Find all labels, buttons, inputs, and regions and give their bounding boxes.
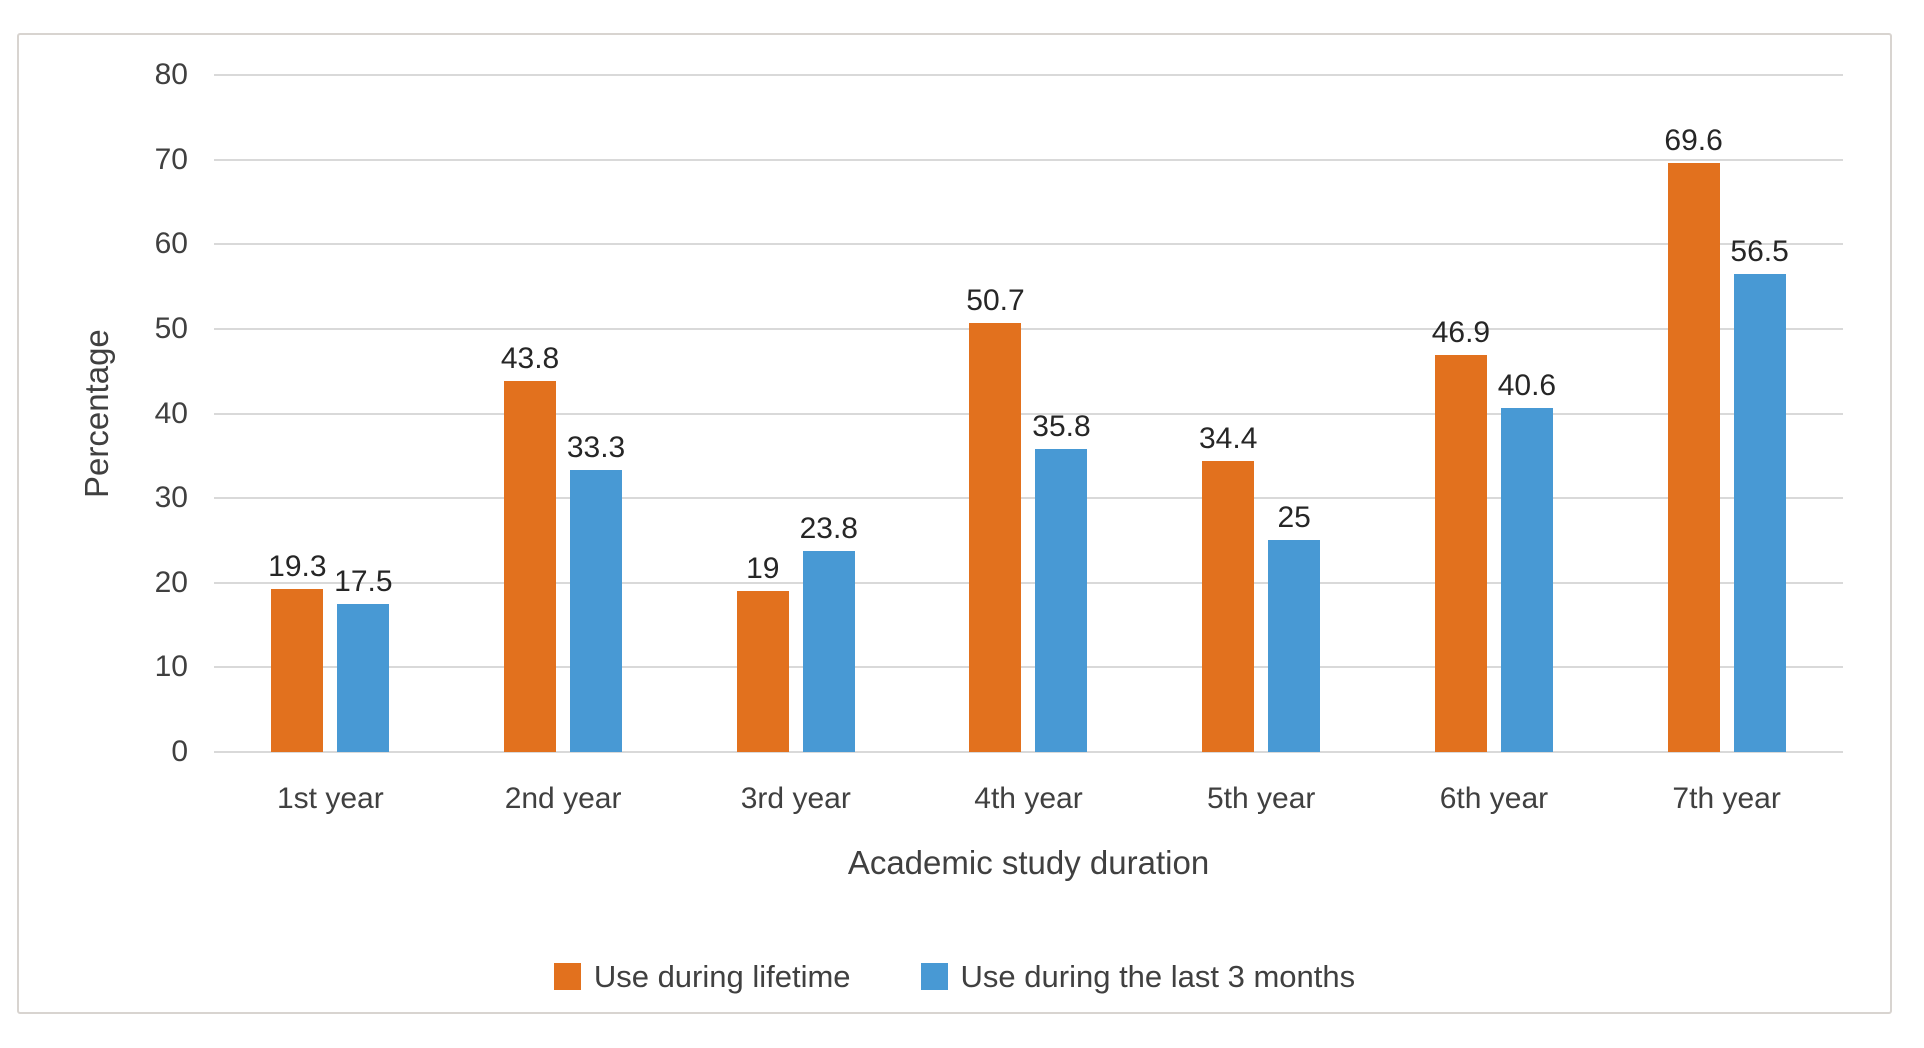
data-label-last-3-months-7th-year: 56.5 [1730, 234, 1789, 268]
bar-last-3-months-6th-year: 40.6 [1498, 371, 1556, 752]
bar-last-3-months-4th-year: 35.8 [1032, 412, 1091, 752]
x-tick-label-1st-year: 1st year [276, 782, 384, 815]
gridline-70 [214, 158, 1843, 161]
data-label-lifetime-7th-year: 69.6 [1664, 124, 1723, 158]
bar-lifetime-5th-year: 34.4 [1199, 423, 1257, 752]
bar-group-6th-year: 46.9 40.6 [1378, 75, 1611, 752]
bar-lifetime-1st-year: 19.3 [268, 551, 327, 752]
bar-lifetime-4th-year: 50.7 [966, 285, 1025, 752]
legend-label-lifetime: Use during lifetime [593, 959, 851, 994]
gridline-10 [214, 666, 1843, 669]
bar-last-3-months-7th-year: 56.5 [1730, 236, 1789, 752]
data-label-lifetime-6th-year: 46.9 [1431, 316, 1491, 350]
x-tick-label-7th-year: 7th year [1672, 782, 1781, 815]
y-tick-label-80: 80 [154, 58, 188, 91]
legend-swatch-lifetime-icon [553, 963, 581, 990]
data-label-last-3-months-4th-year: 35.8 [1032, 410, 1091, 444]
y-tick-label-0: 0 [171, 735, 188, 768]
data-label-last-3-months-2nd-year: 33.3 [566, 431, 626, 465]
y-axis-title: Percentage [78, 329, 115, 498]
y-tick-label-50: 50 [154, 311, 188, 345]
bar-lifetime-7th-year: 69.6 [1664, 126, 1723, 752]
x-tick-label-2nd-year: 2nd year [504, 782, 622, 815]
gridline-50 [214, 327, 1843, 330]
legend-label-last-3-months: Use during the last 3 months [960, 959, 1356, 994]
y-tick-label-30: 30 [154, 481, 188, 515]
y-tick-label-20: 20 [154, 565, 188, 599]
data-label-lifetime-1st-year: 19.3 [268, 549, 327, 583]
data-label-lifetime-5th-year: 34.4 [1198, 421, 1258, 455]
data-label-lifetime-2nd-year: 43.8 [500, 342, 560, 376]
bar-last-3-months-1st-year: 17.5 [334, 566, 393, 752]
y-tick-label-40: 40 [154, 396, 188, 430]
bar-group-4th-year: 50.7 35.8 [912, 75, 1145, 752]
bar-group-5th-year: 34.4 25 [1145, 75, 1378, 752]
bar-last-3-months-5th-year: 25 [1268, 503, 1321, 752]
x-tick-labels: 1st year 2nd year 3rd year 4th year 5th year… [214, 782, 1843, 816]
bar-lifetime-6th-year: 46.9 [1432, 318, 1490, 752]
bar-lifetime-3rd-year: 19 [736, 554, 789, 752]
gridline-20 [214, 581, 1843, 584]
plot-area: 0 10 20 30 40 50 60 70 80 Percentage 19.3 17.5 43.… [78, 60, 1843, 881]
bar-group-1st-year: 19.3 17.5 [214, 75, 447, 752]
data-label-last-3-months-6th-year: 40.6 [1497, 369, 1557, 403]
y-tick-label-60: 60 [154, 227, 188, 261]
y-tick-label-70: 70 [154, 142, 188, 176]
x-tick-label-3rd-year: 3rd year [740, 782, 851, 815]
x-tick-label-6th-year: 6th year [1439, 782, 1549, 815]
legend-swatch-last-3-months-icon [920, 963, 948, 990]
gridline-30 [214, 497, 1843, 500]
x-axis-title: Academic study duration [847, 844, 1210, 881]
bar-group-7th-year: 69.6 56.5 [1610, 75, 1843, 752]
data-label-last-3-months-1st-year: 17.5 [334, 564, 393, 598]
legend-item-lifetime: Use during lifetime [553, 959, 851, 994]
gridline-40 [214, 412, 1843, 415]
legend-item-last-3-months: Use during the last 3 months [920, 959, 1356, 994]
x-tick-label-4th-year: 4th year [974, 782, 1083, 815]
x-tick-label-5th-year: 5th year [1207, 782, 1316, 815]
bar-group-3rd-year: 19 23.8 [679, 75, 912, 752]
data-label-lifetime-4th-year: 50.7 [966, 283, 1025, 317]
bar-last-3-months-3rd-year: 23.8 [800, 513, 858, 752]
bar-lifetime-2nd-year: 43.8 [501, 344, 559, 752]
gridline-0 [214, 751, 1843, 753]
gridline-80 [214, 74, 1843, 76]
y-tick-label-10: 10 [154, 650, 188, 684]
legend: Use during lifetime Use during the last … [19, 961, 1890, 992]
gridline-60 [214, 243, 1843, 246]
chart-frame: 0 10 20 30 40 50 60 70 80 Percentage 19.3 17.5 43.… [17, 33, 1892, 1014]
data-label-last-3-months-3rd-year: 23.8 [799, 511, 858, 545]
bar-group-2nd-year: 43.8 33.3 [447, 75, 680, 752]
data-label-lifetime-3rd-year: 19 [746, 552, 780, 586]
data-label-last-3-months-5th-year: 25 [1277, 501, 1311, 535]
bar-last-3-months-2nd-year: 33.3 [567, 433, 625, 752]
